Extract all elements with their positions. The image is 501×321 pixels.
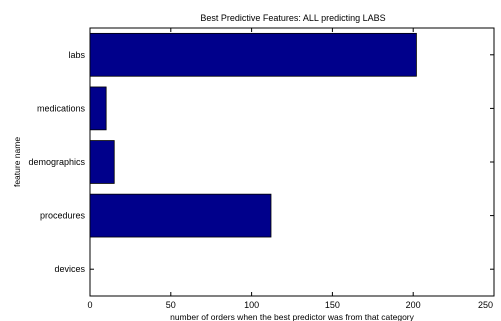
axis-ticks <box>89 28 495 296</box>
x-tick-label-100: 100 <box>244 300 259 310</box>
y-tick-label-medications: medications <box>37 103 86 113</box>
bars <box>89 32 417 238</box>
x-tick-labels: 0 50 100 150 200 250 <box>87 300 493 310</box>
y-tick-label-demographics: demographics <box>28 157 85 167</box>
y-tick-labels: labs medications demographics procedures dev… <box>28 50 85 274</box>
x-axis-label: number of orders when the best predictor… <box>170 312 415 321</box>
x-tick-label-50: 50 <box>166 300 176 310</box>
x-tick-label-250: 250 <box>478 300 493 310</box>
bar-procedures <box>89 193 272 238</box>
y-tick-label-devices: devices <box>54 264 85 274</box>
y-tick-label-labs: labs <box>68 50 85 60</box>
y-tick-label-procedures: procedures <box>40 211 86 221</box>
bar-labs <box>89 32 417 77</box>
x-tick-label-200: 200 <box>406 300 421 310</box>
chart-title: Best Predictive Features: ALL predicting… <box>200 13 385 23</box>
x-tick-label-150: 150 <box>325 300 340 310</box>
bar-medications <box>89 86 107 131</box>
y-axis-label: feature name <box>12 137 22 187</box>
x-tick-label-0: 0 <box>87 300 92 310</box>
bar-demographics <box>89 140 115 184</box>
